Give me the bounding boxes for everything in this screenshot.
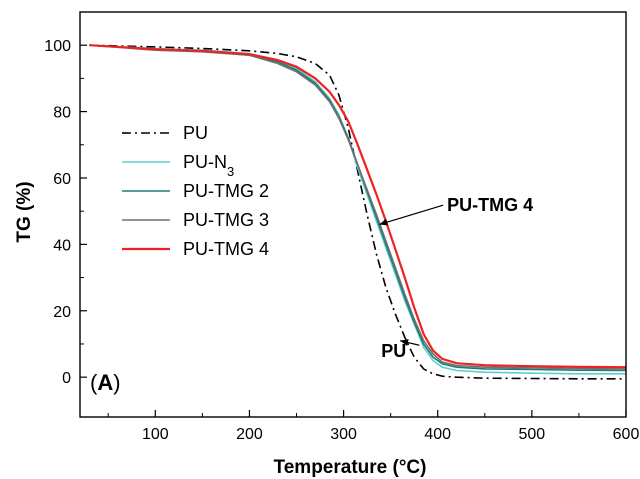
series-line-0 [89,44,626,380]
x-tick-label-1: 200 [236,426,263,443]
annotation-label-1: PU [381,341,406,361]
y-tick-label-2: 40 [53,237,71,254]
x-tick-label-3: 400 [424,426,451,443]
y-axis-title: TG (%) [14,181,35,242]
legend-label-0: PU [183,123,208,143]
annotation-arrow-line-0 [379,204,444,226]
legend-label-2: PU-TMG 2 [183,181,269,201]
panel-letter: A [97,370,113,395]
x-tick-label-2: 300 [330,426,357,443]
x-tick-label-5: 600 [613,426,640,443]
y-tick-label-5: 100 [44,38,71,55]
plot-frame [79,11,627,418]
x-axis-title: Temperature (°C) [274,457,427,478]
series-line-3 [89,44,627,370]
legend-label-3: PU-TMG 3 [183,210,269,230]
y-tick-label-0: 0 [62,370,71,387]
series-line-2 [89,44,627,372]
legend-subscript: 3 [227,164,234,179]
legend-label-4: PU-TMG 4 [183,239,269,259]
legend-label-1: PU-N3 [183,152,234,179]
y-tick-label-4: 80 [53,105,71,122]
annotation-arrowhead-1 [400,339,409,346]
x-tick-label-0: 100 [142,426,169,443]
series-line-4 [89,44,627,369]
panel-label: (A) [90,370,121,395]
series-line-1 [89,44,626,375]
y-tick-label-3: 60 [53,171,71,188]
annotation-arrowhead-0 [379,218,389,226]
x-tick-label-4: 500 [519,426,546,443]
y-tick-label-1: 20 [53,304,71,321]
annotation-label-0: PU-TMG 4 [447,195,533,215]
